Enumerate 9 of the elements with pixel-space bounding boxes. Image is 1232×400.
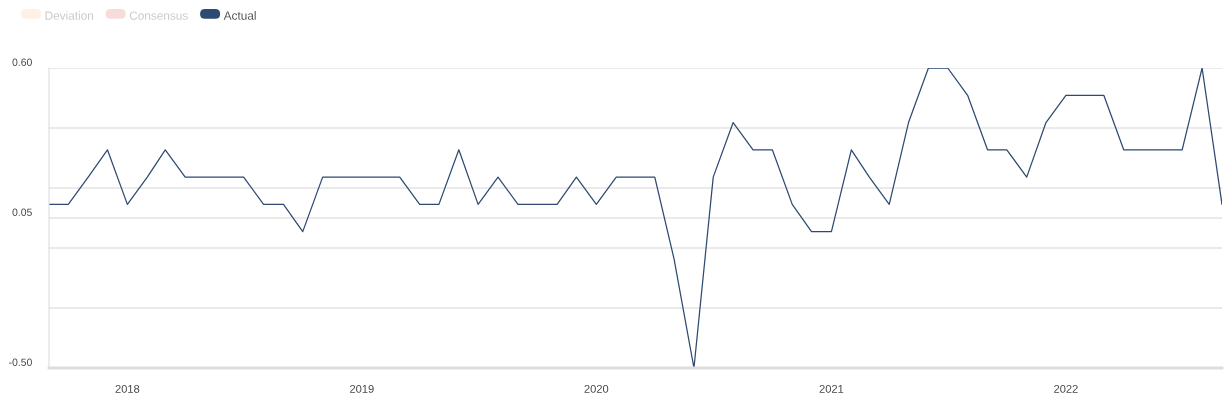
x-tick-label: 2021 [819, 384, 844, 393]
x-tick-label: 2018 [115, 384, 140, 393]
x-tick-label: 2020 [584, 384, 609, 393]
y-tick-label: 0.05 [12, 208, 32, 216]
legend-label: Actual [223, 11, 256, 20]
x-tick-label: 2022 [1054, 384, 1078, 393]
y-tick-label: 0.60 [12, 58, 32, 66]
y-tick-label: -0.50 [9, 358, 32, 366]
x-tick-label: 2019 [350, 384, 374, 393]
